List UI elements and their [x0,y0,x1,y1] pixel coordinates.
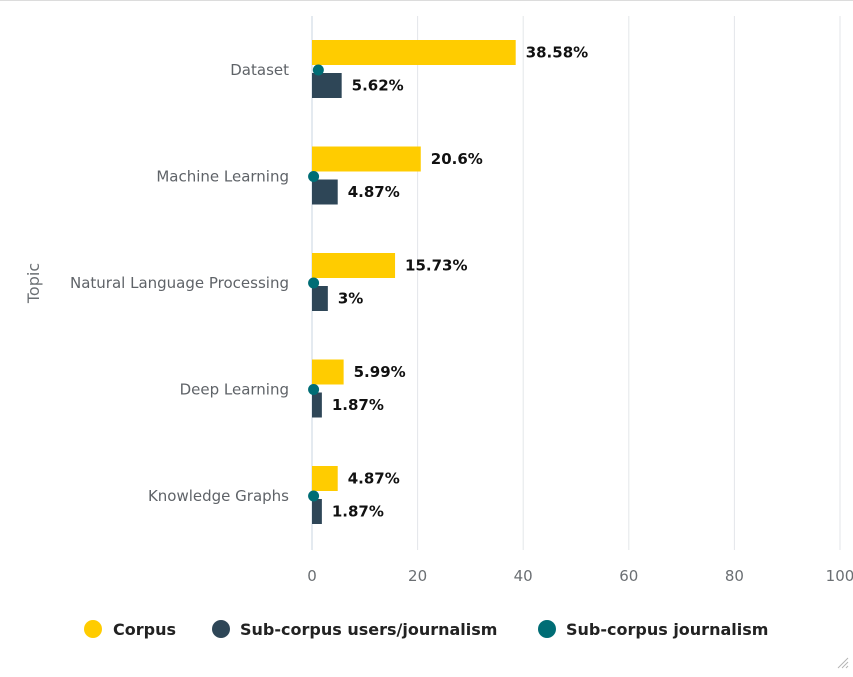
data-label: 5.62% [352,77,404,95]
data-label: 1.87% [332,503,384,521]
category-labels: Dataset Machine Learning Natural Language … [70,61,289,505]
category-label: Machine Learning [156,168,289,186]
grid-lines [311,16,841,550]
x-tick-label: 60 [619,567,638,585]
legend-marker [538,620,556,638]
y-axis-title: Topic [24,263,43,304]
data-label: 3% [338,290,363,308]
bar-corpus[interactable] [312,253,396,278]
dot-sub-corpus-journalism[interactable] [308,384,320,395]
bar-corpus[interactable] [312,359,344,385]
data-labels: 38.58% 5.62% 20.6% 4.87% 15.73% 3% 5.99% 1.87% 4… [332,44,588,521]
dot-sub-corpus-journalism[interactable] [312,64,324,76]
legend-label: Corpus [113,620,176,639]
legend-marker [84,620,102,638]
bar-sub-corpus-users-journalism[interactable] [312,73,342,98]
x-tick-labels: 0 20 40 60 80 100 [307,567,853,585]
data-label: 5.99% [354,363,406,381]
category-label: Deep Learning [180,381,289,399]
category-label: Knowledge Graphs [148,487,289,505]
legend-label: Sub-corpus users/journalism [240,620,497,639]
bars [312,40,516,524]
bar-corpus[interactable] [312,146,421,172]
bar-corpus[interactable] [312,40,516,65]
category-label: Dataset [230,61,289,79]
legend-item[interactable]: Sub-corpus journalism [538,620,768,639]
bar-sub-corpus-users-journalism[interactable] [312,392,322,418]
bar-sub-corpus-users-journalism[interactable] [312,286,328,311]
data-label: 4.87% [348,183,400,201]
data-label: 20.6% [431,150,483,168]
legend-item[interactable]: Sub-corpus users/journalism [212,620,497,639]
x-tick-label: 80 [725,567,744,585]
data-label: 15.73% [405,257,467,275]
resize-handle[interactable] [837,657,849,669]
x-tick-label: 100 [826,567,853,585]
legend-item[interactable]: Corpus [84,620,176,639]
category-label: Natural Language Processing [70,274,289,292]
x-tick-label: 20 [408,567,427,585]
bar-corpus[interactable] [312,466,338,491]
dot-sub-corpus-journalism[interactable] [308,490,320,502]
dot-sub-corpus-journalism[interactable] [308,277,320,289]
dots [308,64,324,502]
bar-sub-corpus-users-journalism[interactable] [312,499,322,524]
legend: Corpus Sub-corpus users/journalism Sub-cor… [84,620,768,639]
legend-label: Sub-corpus journalism [566,620,768,639]
data-label: 38.58% [526,44,588,62]
x-tick-label: 40 [514,567,533,585]
bar-sub-corpus-users-journalism[interactable] [312,179,338,205]
data-label: 4.87% [348,470,400,488]
x-tick-label: 0 [307,567,317,585]
dot-sub-corpus-journalism[interactable] [308,171,320,182]
data-label: 1.87% [332,396,384,414]
legend-marker [212,620,230,638]
